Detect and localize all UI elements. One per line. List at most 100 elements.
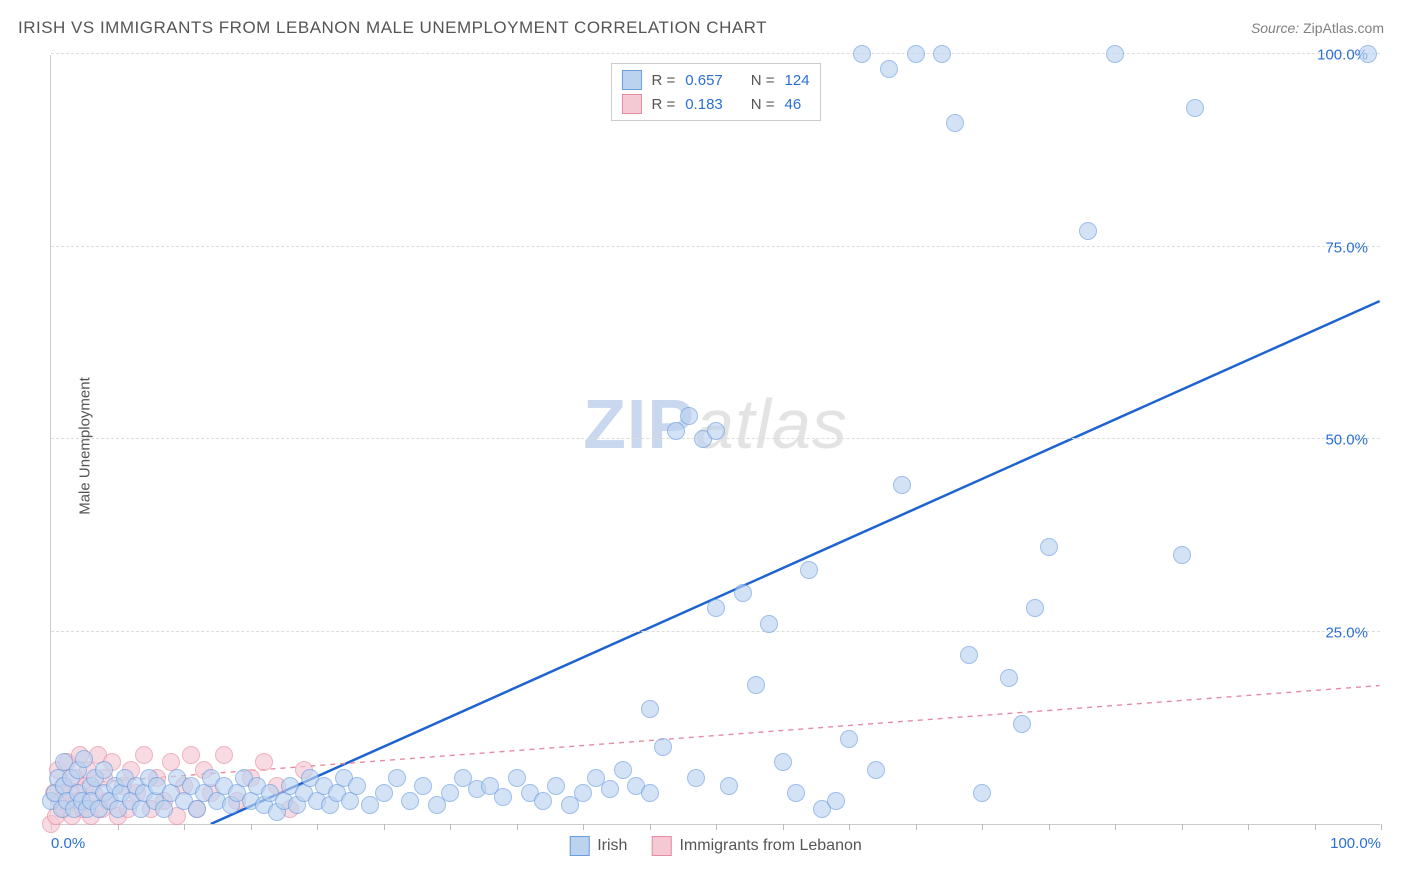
data-point: [1186, 99, 1204, 117]
legend-r-label: R =: [651, 96, 675, 113]
data-point: [375, 784, 393, 802]
correlation-legend: R =0.657N =124R =0.183N =46: [610, 63, 820, 121]
data-point: [720, 777, 738, 795]
data-point: [853, 45, 871, 63]
x-tick: [384, 824, 385, 830]
x-tick: [982, 824, 983, 830]
x-tick: [450, 824, 451, 830]
data-point: [1040, 538, 1058, 556]
y-tick-label: 75.0%: [1325, 239, 1368, 256]
data-point: [388, 769, 406, 787]
data-point: [946, 114, 964, 132]
legend-row: R = 0.657 N = 124: [617, 68, 813, 92]
data-point: [893, 476, 911, 494]
data-point: [75, 750, 93, 768]
data-point: [1013, 715, 1031, 733]
data-point: [960, 646, 978, 664]
data-point: [1026, 599, 1044, 617]
legend-row: R =0.183N =46: [617, 92, 813, 116]
data-point: [188, 800, 206, 818]
data-point: [687, 769, 705, 787]
x-tick: [1115, 824, 1116, 830]
data-point: [348, 777, 366, 795]
trend-line: [211, 301, 1380, 824]
data-point: [747, 676, 765, 694]
data-point: [547, 777, 565, 795]
x-tick-label: 100.0%: [1330, 835, 1381, 852]
legend-swatch: [621, 94, 641, 114]
x-tick-label: 0.0%: [51, 835, 85, 852]
data-point: [215, 746, 233, 764]
data-point: [800, 561, 818, 579]
x-tick: [517, 824, 518, 830]
data-point: [574, 784, 592, 802]
data-point: [135, 746, 153, 764]
data-point: [641, 700, 659, 718]
legend-label: Irish: [597, 837, 627, 855]
x-tick: [783, 824, 784, 830]
data-point: [614, 761, 632, 779]
chart-title: IRISH VS IMMIGRANTS FROM LEBANON MALE UN…: [18, 18, 767, 38]
data-point: [1359, 45, 1377, 63]
data-point: [760, 615, 778, 633]
source-attribution: Source: ZipAtlas.com: [1251, 20, 1384, 36]
data-point: [667, 422, 685, 440]
data-point: [441, 784, 459, 802]
data-point: [933, 45, 951, 63]
x-tick: [916, 824, 917, 830]
legend-r-value: 0.657: [685, 72, 723, 89]
data-point: [341, 792, 359, 810]
legend-n-value: 46: [785, 96, 802, 113]
y-tick-label: 25.0%: [1325, 624, 1368, 641]
legend-swatch: [569, 836, 589, 856]
plot-area: ZIPatlas R =0.657N =124R =0.183N =46 Iri…: [50, 55, 1380, 825]
x-tick: [849, 824, 850, 830]
gridline: [51, 246, 1380, 247]
data-point: [494, 788, 512, 806]
y-tick-label: 50.0%: [1325, 432, 1368, 449]
data-point: [155, 800, 173, 818]
x-tick: [583, 824, 584, 830]
data-point: [255, 753, 273, 771]
data-point: [734, 584, 752, 602]
data-point: [827, 792, 845, 810]
data-point: [401, 792, 419, 810]
data-point: [707, 422, 725, 440]
legend-n-label: N =: [751, 72, 775, 89]
data-point: [508, 769, 526, 787]
legend-n-label: N =: [751, 96, 775, 113]
data-point: [654, 738, 672, 756]
legend-r-label: R =: [651, 72, 675, 89]
data-point: [840, 730, 858, 748]
data-point: [414, 777, 432, 795]
x-tick: [184, 824, 185, 830]
gridline: [51, 631, 1380, 632]
legend-label: Immigrants from Lebanon: [679, 837, 861, 855]
data-point: [182, 746, 200, 764]
data-point: [534, 792, 552, 810]
data-point: [787, 784, 805, 802]
x-tick: [650, 824, 651, 830]
x-tick: [317, 824, 318, 830]
source-label: Source:: [1251, 20, 1299, 36]
data-point: [601, 780, 619, 798]
data-point: [680, 407, 698, 425]
data-point: [774, 753, 792, 771]
legend-item: Immigrants from Lebanon: [651, 836, 861, 856]
data-point: [707, 599, 725, 617]
x-tick: [716, 824, 717, 830]
data-point: [1106, 45, 1124, 63]
x-tick: [251, 824, 252, 830]
source-value: ZipAtlas.com: [1303, 20, 1384, 36]
gridline: [51, 53, 1380, 54]
x-tick: [1381, 824, 1382, 830]
legend-n-value: 124: [785, 72, 810, 89]
legend-item: Irish: [569, 836, 627, 856]
series-legend: Irish Immigrants from Lebanon: [569, 836, 862, 856]
x-tick: [1315, 824, 1316, 830]
x-tick: [1182, 824, 1183, 830]
x-tick: [1049, 824, 1050, 830]
legend-swatch: [651, 836, 671, 856]
data-point: [880, 60, 898, 78]
data-point: [973, 784, 991, 802]
